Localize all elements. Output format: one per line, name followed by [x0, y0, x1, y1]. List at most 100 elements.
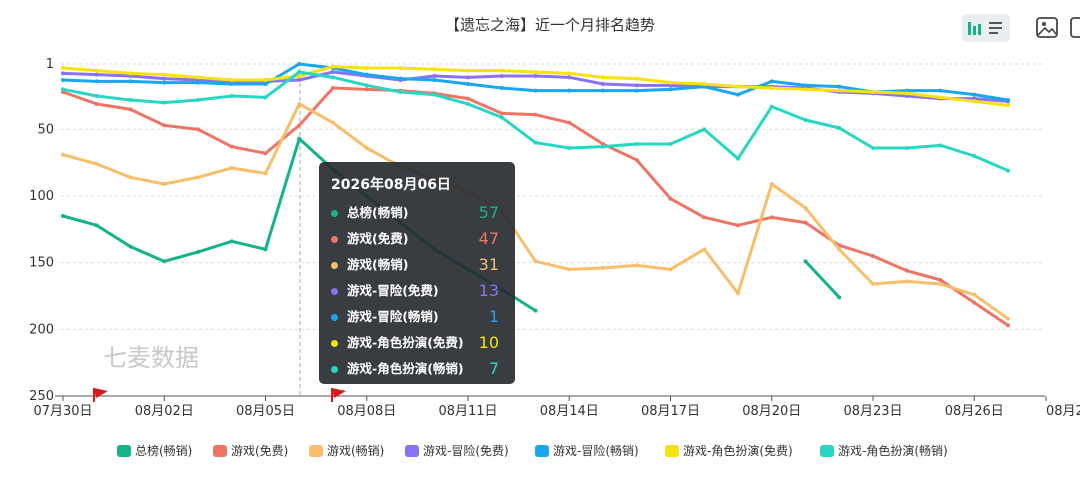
data-point [533, 70, 538, 74]
data-point [94, 162, 99, 166]
tooltip-row: 游戏-角色扮演(畅销) 7 [331, 356, 501, 382]
data-point [601, 144, 605, 149]
data-point [601, 82, 605, 86]
save-image-button[interactable] [1034, 14, 1060, 42]
data-point [837, 126, 842, 130]
data-point [803, 259, 808, 264]
x-tick-label: 08月23日 [843, 404, 902, 419]
x-tick-label: 07月30日 [33, 404, 92, 419]
data-point [499, 111, 504, 116]
y-tick-label: 1 [46, 57, 54, 72]
data-point [533, 140, 538, 145]
data-point [61, 152, 65, 157]
data-point [398, 90, 403, 94]
tooltip-value: 47 [478, 229, 499, 248]
tooltip-series-name: 游戏-冒险(免费) [347, 283, 439, 298]
x-tick-label: 08月05日 [236, 404, 295, 419]
data-point [196, 250, 200, 254]
tooltip-rows: 总榜(畅销) 57 游戏(免费) 47 游戏(畅销) 31 游戏-冒险(免费) 13 游戏-冒险… [331, 200, 501, 382]
data-point [61, 78, 65, 82]
data-point [769, 182, 774, 186]
data-point [128, 175, 133, 180]
data-view-button[interactable] [1068, 14, 1080, 42]
data-point [736, 223, 740, 228]
legend-label: 游戏-角色扮演(免费) [683, 444, 793, 458]
chart-title: 【遗忘之海】近一个月排名趋势 [444, 16, 655, 34]
data-point [196, 98, 200, 102]
data-point [668, 267, 673, 272]
data-point [432, 74, 437, 78]
tooltip-row: 游戏(畅销) 31 [331, 252, 501, 278]
data-point [94, 72, 99, 77]
data-point [567, 267, 572, 272]
data-point [972, 300, 977, 305]
tooltip-series-name: 游戏(免费) [347, 231, 409, 246]
data-point [871, 254, 875, 258]
bar-chart-icon [968, 22, 1002, 35]
data-point [263, 82, 268, 86]
data-point [162, 100, 167, 105]
event-flag-icon[interactable] [331, 388, 346, 402]
tooltip-row: 游戏(免费) 47 [331, 226, 501, 252]
event-flag-icon[interactable] [93, 388, 108, 402]
data-point [871, 282, 875, 286]
data-point [162, 123, 167, 128]
tooltip: 2026年08月06日 总榜(畅销) 57 游戏(免费) 47 游戏(畅销) 31 游戏-冒… [319, 162, 515, 384]
data-point [499, 68, 504, 73]
data-point [466, 82, 470, 86]
x-tick-label: 08月08日 [337, 404, 396, 419]
data-point [364, 66, 369, 70]
data-point [229, 82, 234, 86]
data-point [736, 291, 740, 296]
data-point [769, 86, 774, 90]
legend-swatch [535, 445, 549, 457]
data-point [229, 166, 234, 170]
data-point [229, 239, 234, 244]
chart-type-toggle-button[interactable] [962, 14, 1010, 42]
tooltip-value: 57 [478, 203, 499, 222]
data-point [803, 87, 808, 92]
x-tick-label: 08月02日 [135, 404, 194, 419]
data-point [263, 95, 268, 100]
data-point [938, 88, 943, 93]
y-tick-label: 200 [29, 322, 54, 337]
tooltip-series-name: 总榜(畅销) [347, 205, 409, 220]
data-point [668, 142, 673, 146]
x-tick-label: 08月17日 [641, 404, 700, 419]
data-point [702, 127, 707, 132]
data-point [466, 102, 470, 106]
data-point [432, 78, 437, 82]
data-point [364, 146, 369, 150]
data-point [331, 70, 335, 74]
data-point [196, 80, 200, 85]
tooltip-value: 7 [488, 359, 499, 378]
data-point [499, 115, 504, 120]
data-point [769, 79, 774, 84]
legend-label: 游戏-冒险(免费) [423, 444, 509, 458]
data-point [837, 295, 842, 300]
data-point [702, 247, 707, 252]
data-point [904, 146, 909, 150]
image-icon [1036, 17, 1058, 38]
tooltip-dot [331, 262, 338, 269]
table-icon [1070, 17, 1080, 38]
data-point [162, 80, 167, 85]
data-point [904, 268, 909, 273]
data-point [837, 88, 842, 93]
legend-swatch [820, 445, 834, 457]
data-point [769, 104, 774, 109]
data-point [364, 87, 369, 92]
data-point [533, 112, 538, 117]
legend-label: 游戏-角色扮演(畅销) [838, 444, 948, 458]
tooltip-dot [331, 288, 338, 295]
data-point [128, 107, 133, 112]
tooltip-value: 1 [488, 307, 499, 326]
tooltip-dot [331, 340, 338, 347]
data-point [94, 223, 99, 228]
data-point [196, 127, 200, 132]
series-line [61, 86, 1010, 328]
data-point [297, 102, 302, 106]
tooltip-row: 游戏-冒险(畅销) 1 [331, 304, 501, 330]
data-point [972, 92, 977, 97]
